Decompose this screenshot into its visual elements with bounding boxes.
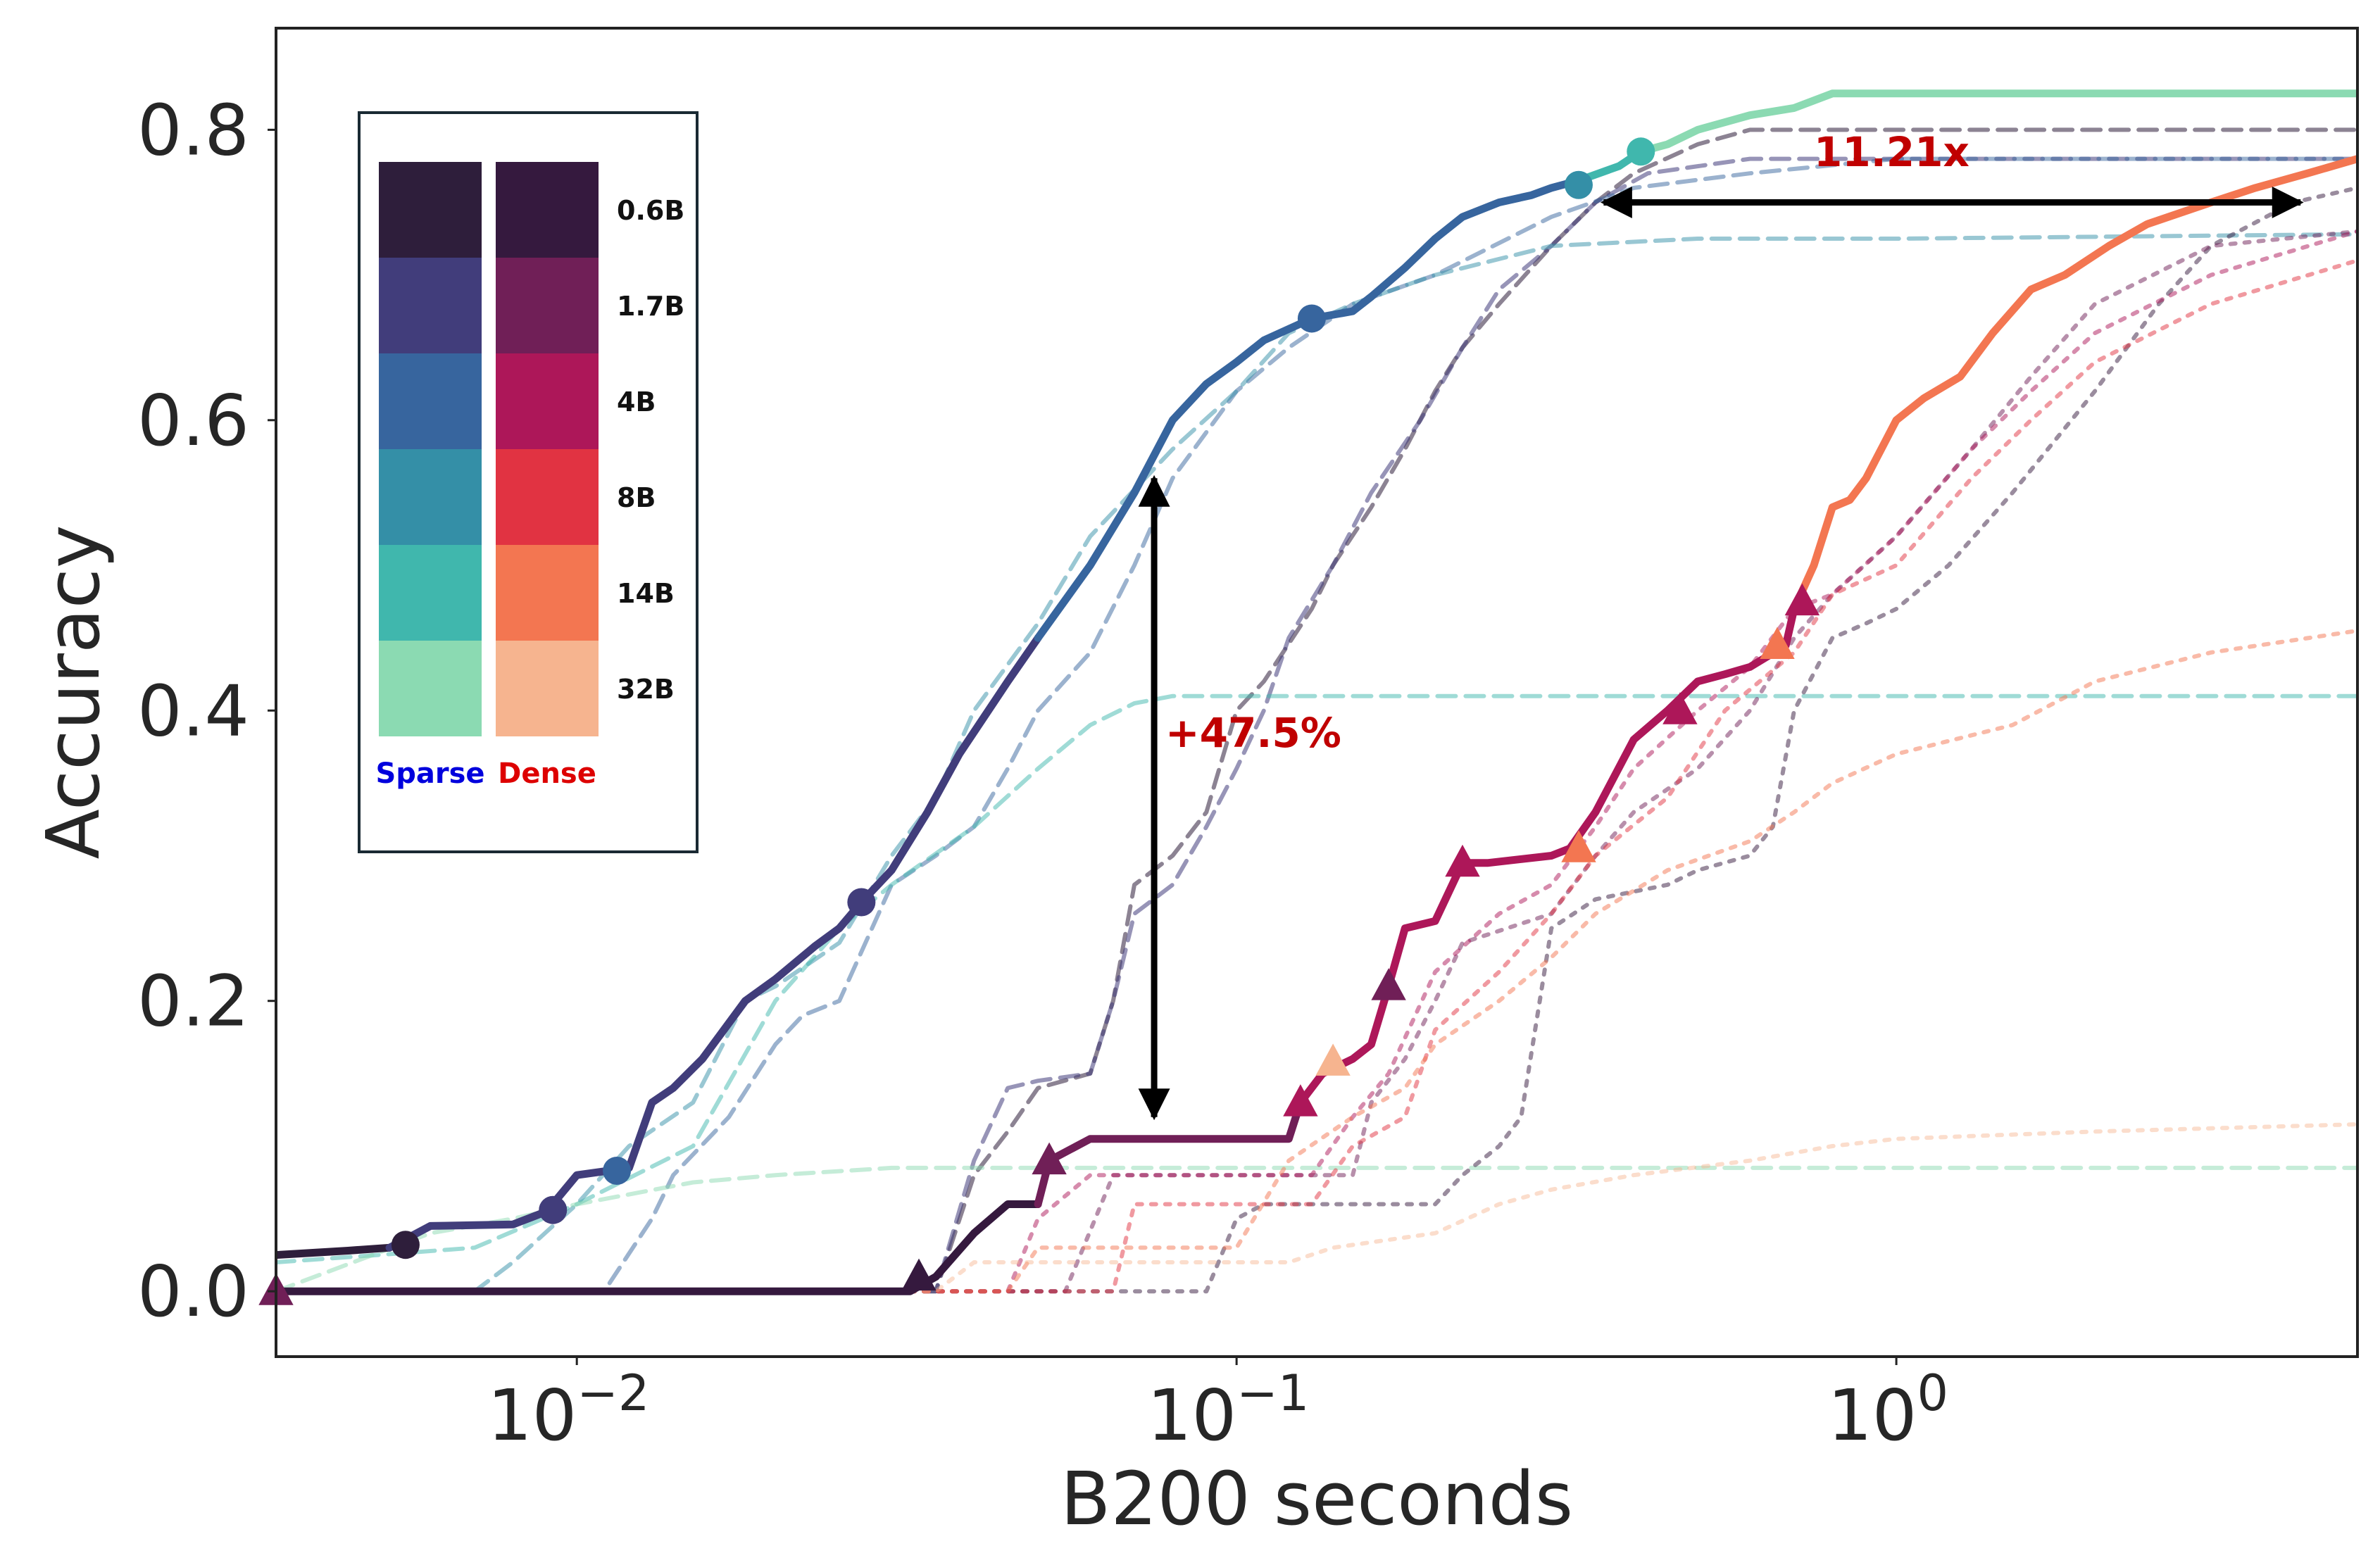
series-line-sparse-1-7b: [276, 156, 2357, 1294]
frontier-marker-dense-1: [901, 1258, 937, 1291]
frontier-marker-dense-3: [1283, 1084, 1318, 1117]
legend-sparse-label: Sparse: [375, 758, 484, 790]
frontier-marker-dense-6: [1445, 844, 1480, 877]
y-tick-label-3: 0.6: [137, 379, 249, 462]
series-line-sparse-4b: [276, 156, 2357, 1294]
annotation-layer: +47.5% 11.21x: [1138, 128, 2304, 1121]
legend-swatch-dense-1.7B: [496, 258, 599, 353]
frontier-marker-sparse-4: [1297, 304, 1326, 333]
frontier-marker-dense-4: [1315, 1043, 1351, 1076]
series-line-sparse-0-6b: [276, 127, 2357, 1294]
legend-size-label: 8B: [617, 482, 656, 513]
frontier-dense-segment-1: [1034, 1098, 1305, 1208]
legend-swatch-sparse-4B: [379, 353, 482, 449]
series-line-dense-14b: [276, 628, 2357, 1294]
legend-swatch-dense-14B: [496, 545, 599, 641]
y-axis-label: Accuracy: [30, 525, 116, 860]
series-line-sparse-14b: [276, 693, 2357, 1264]
frontier-marker-sparse-2: [603, 1157, 632, 1186]
y-tick-label-1: 0.2: [137, 960, 249, 1043]
series-line-dense-8b: [276, 258, 2357, 1294]
frontier-sparse-segment-4: [1636, 89, 2357, 156]
legend-size-label: 0.6B: [617, 195, 684, 226]
frontier-dense-segment-0: [276, 1200, 1042, 1295]
legend-size-label: 4B: [617, 386, 656, 417]
annotation-label-1: 11.21x: [1814, 128, 1969, 176]
legend-swatch-sparse-8B: [379, 449, 482, 545]
x-tick-label-2: 100: [1827, 1364, 1948, 1457]
legend-swatch-sparse-14B: [379, 545, 482, 641]
y-tick-label-4: 0.8: [137, 89, 249, 171]
series-line-dense-4b: [276, 229, 2357, 1294]
legend-swatch-dense-0.6B: [496, 162, 599, 258]
annotation-label-0: +47.5%: [1165, 709, 1341, 757]
series-layer: [276, 127, 2357, 1294]
series-line-dense-1-7b: [276, 229, 2357, 1294]
frontier-marker-dense-8: [1662, 692, 1698, 724]
legend-swatch-sparse-0.6B: [379, 162, 482, 258]
legend-swatch-dense-32B: [496, 641, 599, 736]
legend-swatch-sparse-1.7B: [379, 258, 482, 353]
tick-layer: 0.0 0.2 0.4 0.6 0.8 10−2 10−1 100: [137, 89, 1948, 1457]
series-line-dense-32b: [276, 1122, 2357, 1294]
frontier-marker-sparse-1: [539, 1195, 568, 1224]
x-axis-label: B200 seconds: [1060, 1456, 1573, 1542]
series-line-dense-0-6b: [276, 185, 2357, 1294]
y-tick-label-2: 0.4: [137, 670, 249, 752]
frontier-marker-sparse-0: [391, 1231, 420, 1259]
legend-size-label: 14B: [617, 578, 675, 609]
legend-swatch-dense-8B: [496, 449, 599, 545]
x-tick-label-0: 10−2: [487, 1364, 649, 1457]
frontier-marker-dense-5: [1371, 968, 1406, 1000]
frontier-sparse-segment-0: [276, 1243, 394, 1259]
frontier-marker-dense-2: [1032, 1142, 1067, 1175]
legend-swatch-sparse-32B: [379, 641, 482, 736]
frontier-marker-dense-10: [1784, 583, 1820, 616]
frontier-marker-dense-7: [1561, 830, 1596, 862]
frontier-dense-segment-2: [1296, 605, 1798, 1107]
x-tick-label-1: 10−1: [1147, 1364, 1309, 1457]
legend-swatch-dense-4B: [496, 353, 599, 449]
legend-size-label: 32B: [617, 674, 675, 705]
frontier-marker-dense-9: [1760, 627, 1795, 659]
frontier-marker-sparse-3: [847, 888, 876, 917]
marker-layer: [258, 137, 1820, 1305]
legend-dense-label: Dense: [498, 758, 596, 790]
legend: 0.6B 1.7B 4B 8B 14B 32B Sparse Dense: [358, 111, 699, 853]
frontier-marker-sparse-5: [1564, 170, 1593, 199]
frontier-marker-sparse-6: [1627, 137, 1655, 166]
plot-frame: [275, 27, 2359, 1358]
y-tick-label-0: 0.0: [137, 1250, 249, 1333]
frontier-sparse-segment-2: [1034, 177, 1583, 642]
legend-size-label: 1.7B: [617, 291, 684, 322]
